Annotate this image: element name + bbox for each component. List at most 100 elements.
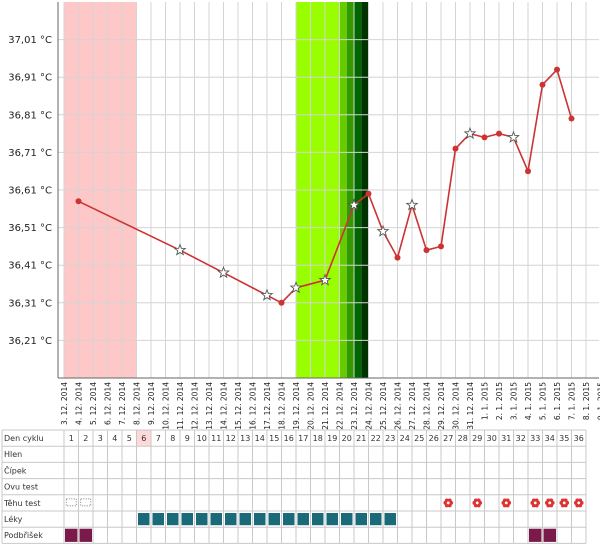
pregnancy-test-negative [80,498,92,507]
x-axis: 3. 12. 2014 4. 12. 2014 5. 12. 2014 6. 12. … [60,382,600,430]
table-row-label: Těhu test [3,499,41,508]
x-tick-label: 6. 1. 2015 [553,382,562,420]
cycle-day-number: 13 [240,434,250,443]
cycle-day-number: 36 [574,434,584,443]
medication-marker [152,513,164,526]
x-tick-label: 4. 12. 2014 [75,382,84,425]
x-tick-label: 9. 12. 2014 [147,382,156,425]
x-tick-label: 5. 12. 2014 [89,382,98,425]
temperature-point-star [347,198,361,211]
medication-marker [268,513,280,526]
temperature-point-star [318,273,332,286]
cycle-day-number: 32 [516,434,526,443]
medication-marker [254,513,266,526]
medication-marker [384,513,396,526]
x-tick-label: 8. 1. 2015 [582,382,591,420]
y-tick-label: 37,01 °C [8,35,52,46]
temperature-point-star [260,288,274,301]
temperature-point [539,81,546,88]
x-tick-label: 7. 12. 2014 [118,382,127,425]
pregnancy-test-positive-icon [544,498,555,508]
x-tick-label: 15. 12. 2014 [234,382,243,430]
temperature-point [438,243,444,250]
temperature-point [75,198,82,205]
flower-petal [447,503,452,508]
lower-belly-marker [543,528,556,542]
medication-marker [181,513,193,526]
x-tick-label: 24. 12. 2014 [365,382,374,430]
flower-petal [502,498,507,503]
cycle-day-number: 20 [342,434,352,443]
x-tick-label: 9. 1. 2015 [597,382,600,420]
y-tick-label: 36,41 °C [8,261,52,272]
flower-center [577,501,581,505]
x-tick-label: 6. 12. 2014 [104,382,113,425]
temperature-point [365,190,372,197]
table-row-label: Hlen [4,450,22,459]
y-tick-label: 36,91 °C [8,73,52,84]
cycle-day-number: 16 [284,434,294,443]
x-tick-label: 1. 1. 2015 [481,382,490,420]
flower-petal [563,498,568,503]
flower-center [533,501,537,505]
flower-petal [549,503,554,508]
pregnancy-test-positive-icon [559,498,570,508]
table-row-label: Léky [4,514,23,524]
x-tick-label: 28. 12. 2014 [423,382,432,430]
x-tick-label: 31. 12. 2014 [466,382,475,430]
cycle-day-number: 14 [255,434,265,443]
x-tick-label: 8. 12. 2014 [133,382,142,425]
flower-petal [549,498,554,503]
temperature-point-star [463,126,477,140]
cycle-day-number: 6 [141,434,146,443]
temperature-point [496,130,502,137]
cycle-day-number: 25 [414,434,424,443]
y-tick-label: 36,21 °C [8,336,52,347]
x-tick-label: 26. 12. 2014 [394,382,403,430]
flower-petal [578,498,583,503]
lower-belly-marker [79,528,92,542]
lower-belly-marker [65,528,78,542]
x-tick-label: 30. 12. 2014 [452,382,461,430]
cycle-day-number: 15 [269,434,279,443]
flower-petal [563,503,568,508]
medication-marker [326,513,338,526]
flower-petal [578,503,583,508]
temperature-point [525,168,531,175]
flower-petal [473,498,478,503]
temperature-point-star [405,198,419,211]
medication-marker [355,513,367,526]
temperature-point [568,115,575,122]
flower-petal [560,498,565,503]
medication-marker [167,513,179,526]
temperature-series [75,66,575,306]
y-tick-label: 36,71 °C [8,148,52,159]
cycle-day-number: 33 [530,434,540,443]
cycle-day-number: 28 [458,434,468,443]
cycle-day-number: 11 [211,434,221,443]
cycle-day-number: 17 [298,434,308,443]
pregnancy-test-positive-icon [443,498,454,508]
flower-petal [505,498,510,503]
x-tick-label: 29. 12. 2014 [437,382,446,430]
cycle-day-number: 10 [197,434,207,443]
temperature-point-star [507,130,520,143]
medication-marker [283,513,295,526]
x-tick-label: 25. 12. 2014 [379,382,388,430]
flower-petal [476,503,481,508]
y-tick-label: 36,31 °C [8,298,52,309]
flower-center [446,501,450,505]
temperature-point [423,247,430,254]
cycle-day-number: 12 [226,434,236,443]
x-tick-label: 20. 12. 2014 [307,382,316,430]
cycle-day-number: 26 [429,434,439,443]
x-tick-label: 14. 12. 2014 [220,382,229,430]
pregnancy-test-positive-icon [472,498,483,508]
x-tick-label: 19. 12. 2014 [292,382,301,430]
flower-petal [505,503,510,508]
medication-marker [210,513,222,526]
x-tick-label: 16. 12. 2014 [249,382,258,430]
cycle-day-number: 30 [487,434,497,443]
x-tick-label: 7. 1. 2015 [568,382,577,420]
x-tick-label: 4. 1. 2015 [524,382,533,420]
